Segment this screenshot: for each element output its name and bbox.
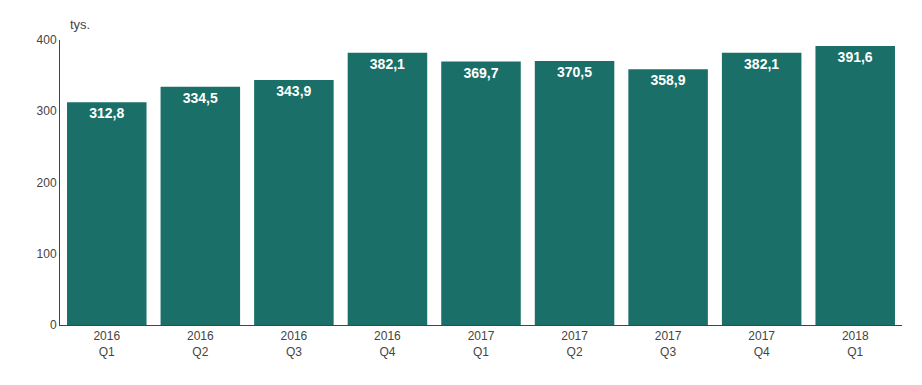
svg-text:391,6: 391,6 <box>838 49 873 65</box>
svg-text:2016Q1: 2016Q1 <box>93 329 120 359</box>
svg-text:2017Q4: 2017Q4 <box>748 329 775 359</box>
svg-text:2018Q1: 2018Q1 <box>842 329 869 359</box>
svg-text:312,8: 312,8 <box>89 105 124 121</box>
svg-text:300: 300 <box>37 104 57 118</box>
svg-text:100: 100 <box>37 247 57 261</box>
svg-text:2016Q4: 2016Q4 <box>374 329 401 359</box>
svg-text:343,9: 343,9 <box>276 83 311 99</box>
svg-text:358,9: 358,9 <box>650 72 685 88</box>
svg-text:2017Q2: 2017Q2 <box>561 329 588 359</box>
svg-text:382,1: 382,1 <box>744 56 779 72</box>
svg-text:2017Q3: 2017Q3 <box>655 329 682 359</box>
svg-text:334,5: 334,5 <box>183 90 218 106</box>
svg-text:2017Q1: 2017Q1 <box>468 329 495 359</box>
svg-text:200: 200 <box>37 176 57 190</box>
svg-text:0: 0 <box>50 318 57 332</box>
svg-text:400: 400 <box>37 33 57 47</box>
svg-text:tys.: tys. <box>70 17 90 32</box>
svg-text:369,7: 369,7 <box>463 65 498 81</box>
svg-text:382,1: 382,1 <box>370 56 405 72</box>
svg-text:370,5: 370,5 <box>557 64 592 80</box>
svg-text:2016Q3: 2016Q3 <box>281 329 308 359</box>
svg-text:2016Q2: 2016Q2 <box>187 329 214 359</box>
